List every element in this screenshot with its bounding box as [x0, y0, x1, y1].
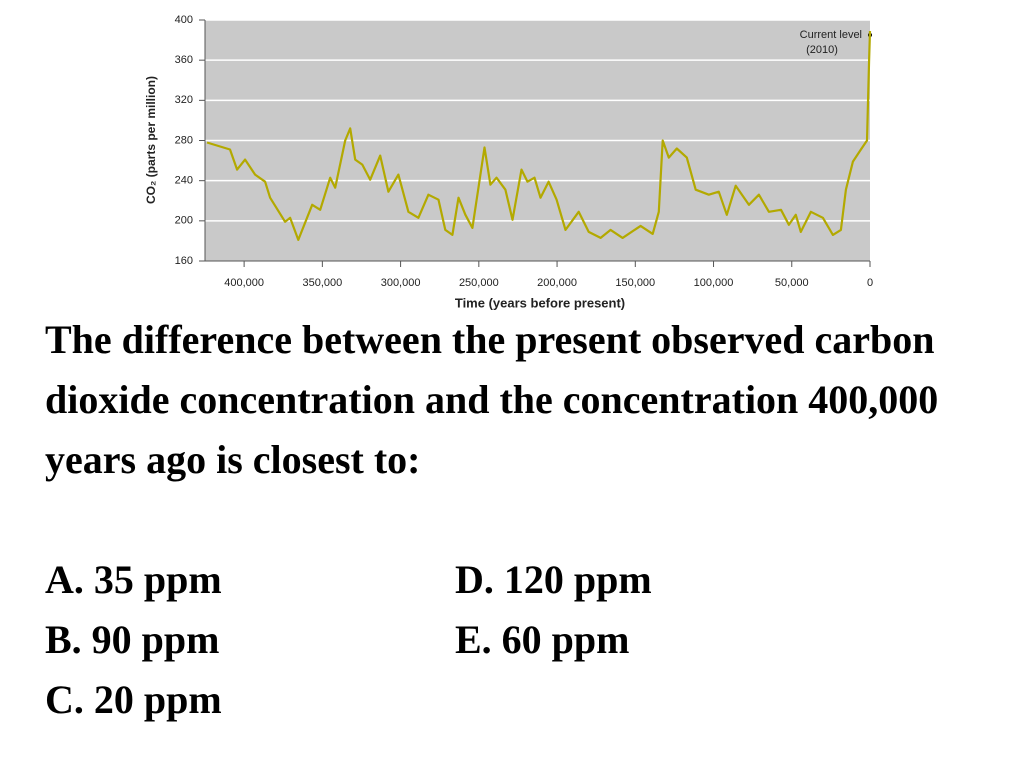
- x-tick-label: 150,000: [615, 277, 655, 289]
- x-tick-label: 0: [867, 277, 873, 289]
- x-tick-label: 400,000: [224, 277, 264, 289]
- y-tick-label: 240: [175, 175, 193, 187]
- x-tick-label: 50,000: [775, 277, 809, 289]
- x-tick-label: 200,000: [537, 277, 577, 289]
- options: A. 35 ppm B. 90 ppm C. 20 ppm D. 120 ppm…: [45, 550, 755, 730]
- annotation: (2010): [806, 44, 838, 56]
- x-tick-label: 250,000: [459, 277, 499, 289]
- y-tick-label: 320: [175, 94, 193, 106]
- y-tick-label: 200: [175, 215, 193, 227]
- x-tick-label: 350,000: [302, 277, 342, 289]
- y-tick-label: 360: [175, 54, 193, 66]
- option: D. 120 ppm: [455, 557, 652, 602]
- co2-line: [206, 30, 872, 241]
- x-tick-label: 100,000: [694, 277, 734, 289]
- y-tick-label: 160: [175, 255, 193, 267]
- y-tick-label: 280: [175, 134, 193, 146]
- question: The difference between the present obser…: [45, 317, 939, 482]
- option: A. 35 ppm: [45, 557, 222, 602]
- chart: Time (years before present) CO₂ (parts p…: [144, 14, 873, 311]
- x-tick-label: 300,000: [381, 277, 421, 289]
- y-axis-label: CO₂ (parts per million): [144, 76, 158, 204]
- option: E. 60 ppm: [455, 617, 630, 662]
- x-axis-label: Time (years before present): [455, 295, 625, 310]
- option: C. 20 ppm: [45, 677, 222, 722]
- option: B. 90 ppm: [45, 617, 220, 662]
- y-tick-label: 400: [175, 14, 193, 26]
- annotation: Current level: [800, 29, 862, 41]
